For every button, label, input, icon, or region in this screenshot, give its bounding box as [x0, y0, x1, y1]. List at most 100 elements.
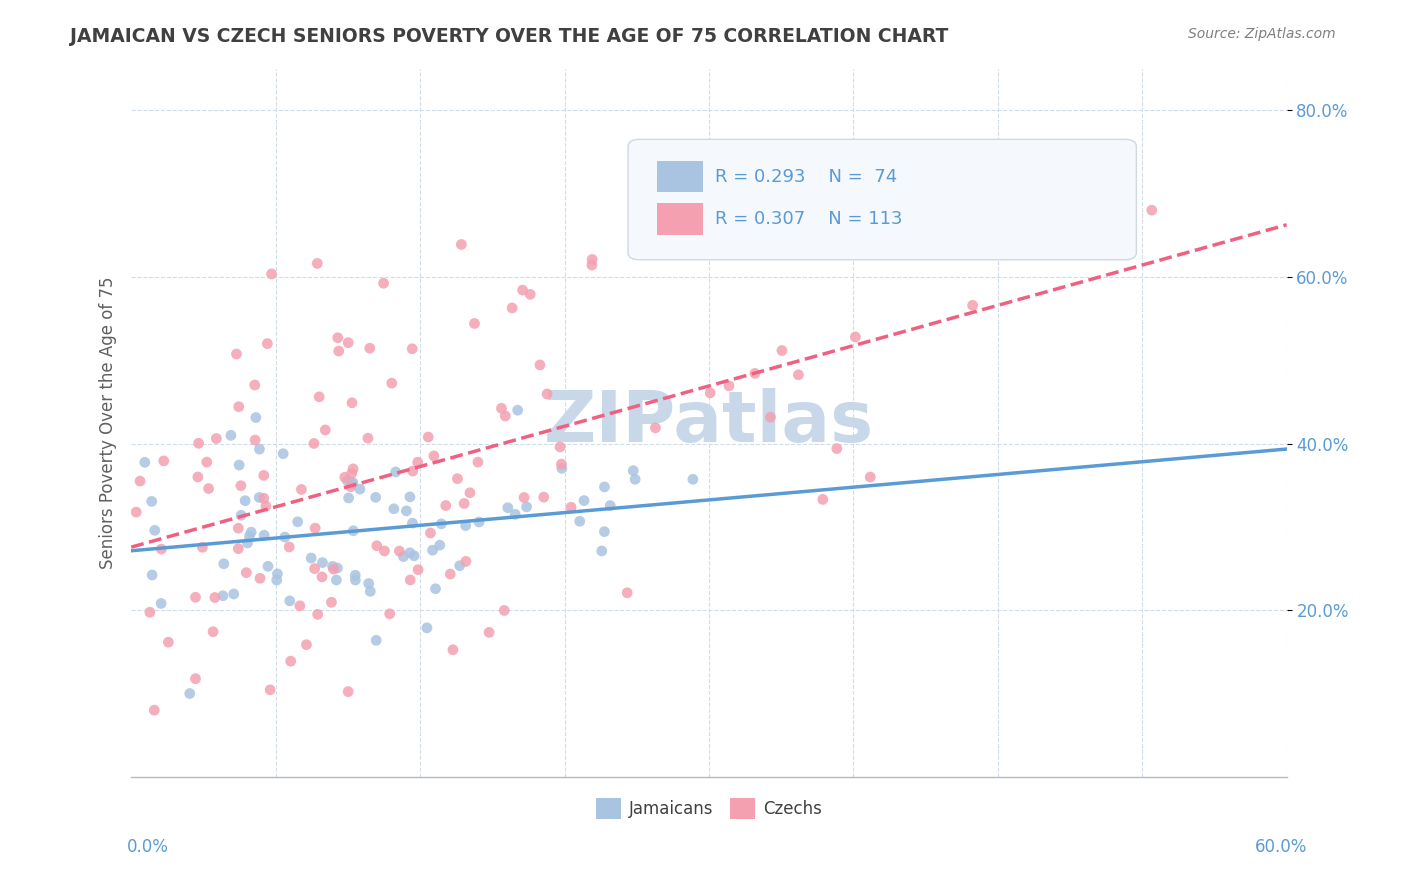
Point [280, 654, 302, 668]
Point [458, 485, 481, 500]
Point [243, 433, 266, 447]
Point [441, 642, 464, 657]
Point [454, 554, 477, 568]
Point [212, 557, 235, 571]
Point [450, 237, 472, 252]
Point [256, 336, 278, 351]
Point [591, 544, 613, 558]
Y-axis label: Seniors Poverty Over the Age of 75: Seniors Poverty Over the Age of 75 [100, 277, 117, 569]
Point [141, 568, 163, 582]
Point [322, 559, 344, 574]
Point [184, 672, 207, 686]
Point [478, 625, 501, 640]
Point [342, 462, 364, 476]
Text: ZIPatlas: ZIPatlas [544, 388, 875, 458]
Point [467, 455, 489, 469]
Point [202, 624, 225, 639]
Point [621, 464, 644, 478]
Point [322, 562, 344, 576]
Point [572, 493, 595, 508]
Point [337, 335, 360, 350]
Point [212, 589, 235, 603]
Point [266, 573, 288, 587]
Point [399, 546, 422, 560]
Point [226, 521, 249, 535]
Point [321, 595, 343, 609]
Point [134, 455, 156, 469]
Point [253, 468, 276, 483]
Point [233, 493, 256, 508]
Point [418, 430, 440, 444]
Point [434, 499, 457, 513]
Point [205, 432, 228, 446]
Point [533, 490, 555, 504]
Point [240, 525, 263, 540]
Point [141, 494, 163, 508]
Point [581, 258, 603, 272]
Point [381, 376, 404, 391]
Point [378, 607, 401, 621]
Point [228, 400, 250, 414]
Point [307, 607, 329, 622]
Point [503, 508, 526, 522]
Bar [657, 203, 703, 235]
Point [184, 591, 207, 605]
Point [222, 587, 245, 601]
Point [187, 470, 209, 484]
Point [863, 235, 886, 249]
Point [494, 603, 516, 617]
Point [326, 561, 349, 575]
Point [491, 401, 513, 416]
Point [143, 703, 166, 717]
Point [366, 539, 388, 553]
Point [395, 504, 418, 518]
Point [496, 500, 519, 515]
Point [231, 508, 253, 523]
Point [548, 440, 571, 454]
Point [513, 491, 536, 505]
Point [550, 457, 572, 471]
Point [529, 358, 551, 372]
Point [366, 633, 388, 648]
Point [560, 500, 582, 515]
Point [278, 594, 301, 608]
Point [271, 447, 294, 461]
Text: R = 0.307    N = 113: R = 0.307 N = 113 [714, 211, 903, 228]
Point [344, 573, 367, 587]
Point [253, 491, 276, 505]
Point [299, 551, 322, 566]
Point [519, 287, 541, 301]
Point [744, 367, 766, 381]
Point [401, 516, 423, 530]
Point [129, 474, 152, 488]
Point [624, 472, 647, 486]
Point [844, 330, 866, 344]
Point [512, 283, 534, 297]
Point [342, 475, 364, 490]
Text: R = 0.293    N =  74: R = 0.293 N = 74 [714, 168, 897, 186]
Point [551, 461, 574, 475]
Point [314, 423, 336, 437]
Point [599, 499, 621, 513]
Point [235, 566, 257, 580]
Point [593, 480, 616, 494]
Point [644, 421, 666, 435]
Point [150, 596, 173, 610]
Point [364, 491, 387, 505]
Point [770, 343, 793, 358]
Point [388, 544, 411, 558]
Point [494, 409, 516, 423]
Point [245, 410, 267, 425]
Point [682, 472, 704, 486]
Point [340, 476, 363, 491]
Point [430, 516, 453, 531]
Point [197, 482, 219, 496]
Point [907, 228, 929, 243]
Point [357, 431, 380, 445]
Point [416, 621, 439, 635]
Point [516, 500, 538, 514]
Point [150, 542, 173, 557]
Point [962, 298, 984, 312]
Point [340, 396, 363, 410]
Point [536, 387, 558, 401]
